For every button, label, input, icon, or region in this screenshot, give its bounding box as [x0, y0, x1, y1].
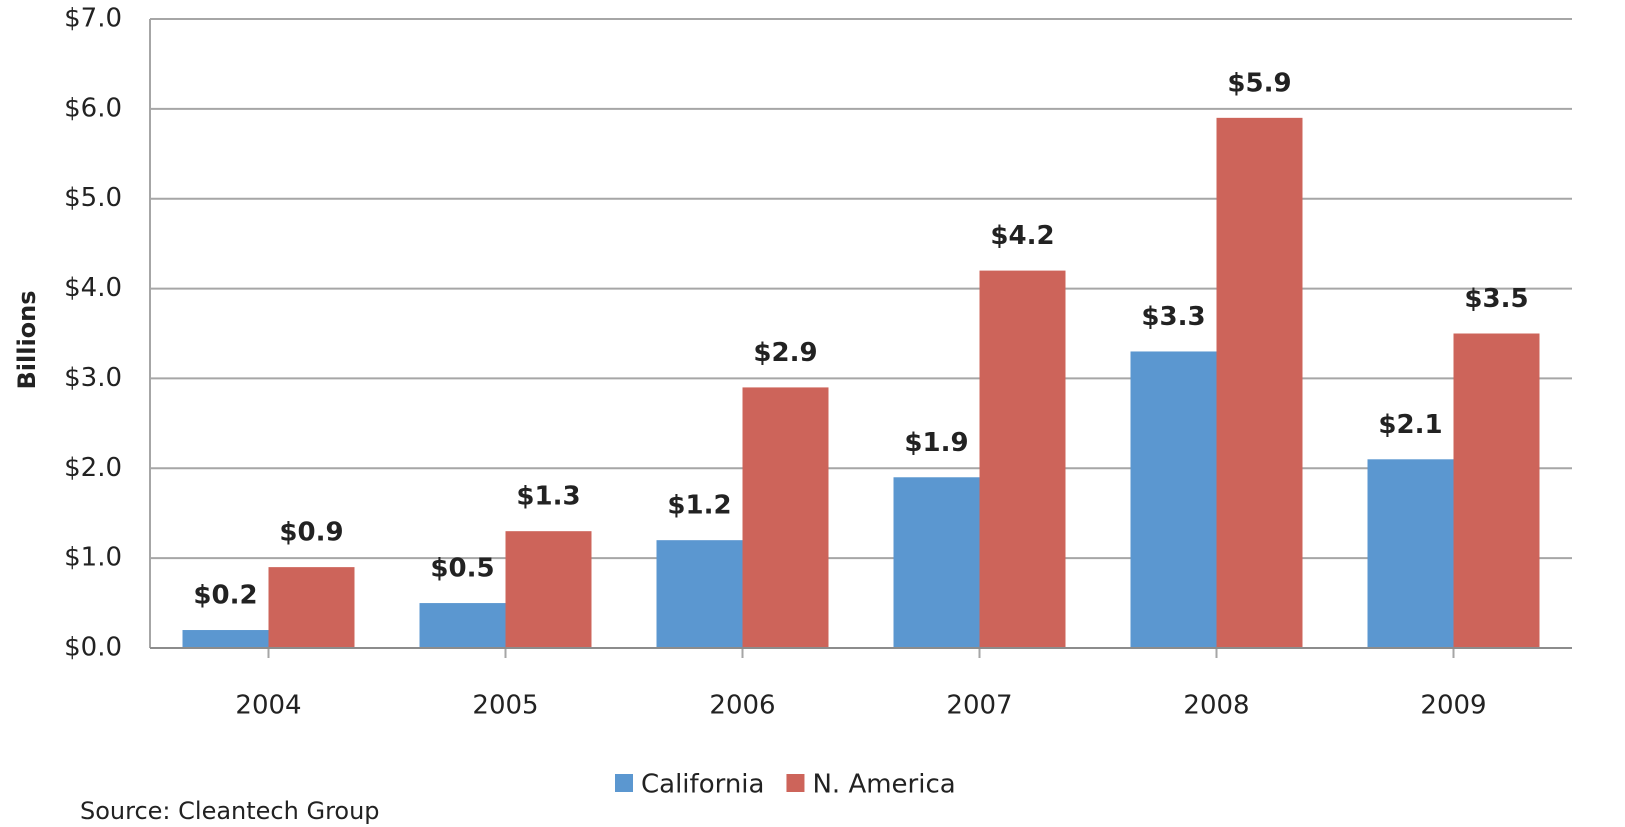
legend-label: California [641, 770, 764, 800]
value-label: $1.2 [667, 491, 731, 521]
value-label: $3.3 [1141, 302, 1205, 332]
bar [1216, 117, 1303, 649]
bar [505, 531, 592, 648]
x-tick-label: 2006 [709, 691, 775, 721]
bar [742, 387, 829, 648]
source-note: Source: Cleantech Group [80, 797, 380, 825]
x-tick-label: 2004 [235, 691, 301, 721]
bar [268, 567, 355, 648]
bar [893, 477, 980, 648]
y-axis-label: Billions [13, 290, 41, 389]
value-label: $1.3 [516, 482, 580, 512]
bar [419, 603, 506, 648]
value-label: $0.9 [279, 518, 343, 548]
y-tick-label: $2.0 [64, 453, 122, 483]
bar [979, 270, 1066, 648]
value-label: $3.5 [1464, 284, 1528, 314]
bar [656, 540, 743, 648]
x-tick-label: 2009 [1420, 691, 1486, 721]
value-label: $5.9 [1227, 68, 1291, 98]
value-label: $2.9 [753, 338, 817, 368]
value-label: $0.2 [193, 581, 257, 611]
y-tick-label: $0.0 [64, 633, 122, 663]
legend-label: N. America [812, 770, 955, 800]
legend-swatch [615, 774, 633, 792]
bar [1453, 333, 1540, 648]
bar [182, 630, 269, 648]
y-tick-label: $4.0 [64, 273, 122, 303]
value-label: $2.1 [1378, 410, 1442, 440]
value-label: $4.2 [990, 221, 1054, 251]
bar [1367, 459, 1454, 648]
legend-swatch [786, 774, 805, 792]
x-tick-label: 2008 [1183, 691, 1249, 721]
x-tick-label: 2007 [946, 691, 1012, 721]
y-tick-label: $5.0 [64, 183, 122, 213]
y-tick-label: $3.0 [64, 363, 122, 393]
bar [1130, 351, 1217, 648]
y-tick-label: $6.0 [64, 93, 122, 123]
y-tick-label: $7.0 [64, 4, 122, 34]
value-label: $0.5 [430, 554, 494, 584]
value-label: $1.9 [904, 428, 968, 458]
x-tick-label: 2005 [472, 691, 538, 721]
y-tick-label: $1.0 [64, 543, 122, 573]
